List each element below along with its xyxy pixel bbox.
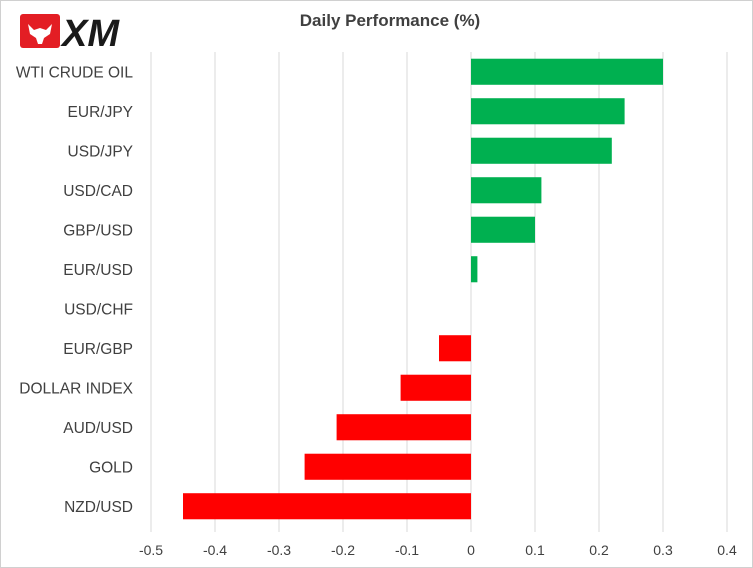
bar xyxy=(471,137,612,164)
x-tick-label: 0.3 xyxy=(653,542,673,558)
bar xyxy=(183,493,471,520)
logo-text: XM xyxy=(60,13,120,52)
category-label: USD/JPY xyxy=(68,143,133,160)
x-tick-label: 0.1 xyxy=(525,542,545,558)
bar xyxy=(471,216,535,243)
x-tick-label: -0.3 xyxy=(267,542,291,558)
bar xyxy=(471,58,663,85)
bar xyxy=(471,177,542,204)
chart-title: Daily Performance (%) xyxy=(299,11,481,30)
category-label: DOLLAR INDEX xyxy=(19,380,133,397)
bar xyxy=(471,256,478,283)
x-tick-label: 0.2 xyxy=(589,542,609,558)
category-label: WTI CRUDE OIL xyxy=(16,64,133,81)
category-label: USD/CHF xyxy=(64,301,133,318)
category-label: NZD/USD xyxy=(64,499,133,516)
x-tick-label: -0.5 xyxy=(139,542,163,558)
category-label: AUD/USD xyxy=(63,420,133,437)
category-label: GOLD xyxy=(89,459,133,476)
xm-logo: XM xyxy=(20,13,120,52)
bar xyxy=(471,98,625,125)
category-label: USD/CAD xyxy=(63,183,133,200)
category-label: GBP/USD xyxy=(63,222,133,239)
category-label: EUR/USD xyxy=(63,262,133,279)
x-tick-label: -0.2 xyxy=(331,542,355,558)
x-tick-label: -0.1 xyxy=(395,542,419,558)
x-tick-label: 0 xyxy=(467,542,475,558)
category-label: EUR/JPY xyxy=(68,104,133,121)
bar xyxy=(439,335,471,362)
x-tick-label: -0.4 xyxy=(203,542,227,558)
bull-icon xyxy=(20,14,60,48)
bar xyxy=(400,374,471,401)
x-tick-label: 0.4 xyxy=(717,542,737,558)
category-label: EUR/GBP xyxy=(63,341,133,358)
bar xyxy=(336,414,471,441)
bar xyxy=(304,453,471,480)
